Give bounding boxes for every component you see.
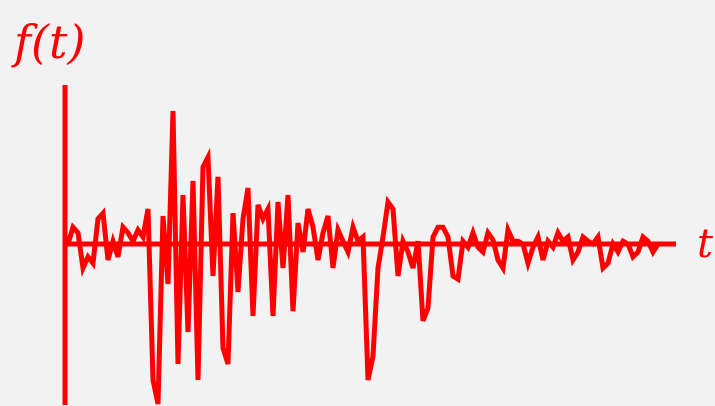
plot-area — [65, 110, 668, 405]
signal-line — [65, 110, 668, 405]
x-axis-label: t — [697, 221, 714, 267]
y-axis-label: f(t) — [11, 15, 85, 69]
